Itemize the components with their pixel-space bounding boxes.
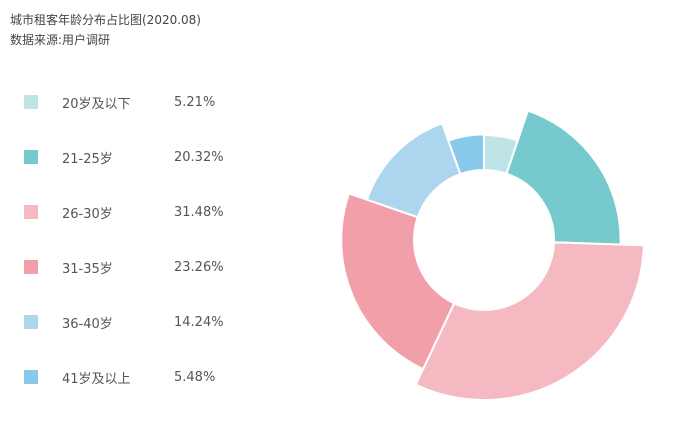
legend-value-1: 20.32% [174, 149, 224, 165]
chart-title: 城市租客年龄分布占比图(2020.08) [10, 13, 201, 27]
legend-swatch-3 [24, 260, 38, 274]
legend-value-4: 14.24% [174, 314, 224, 330]
legend-label-3: 31-35岁 [62, 261, 113, 277]
legend-label-2: 26-30岁 [62, 206, 113, 222]
donut-slice-4[interactable] [365, 122, 462, 219]
legend-swatch-5 [24, 370, 38, 384]
legend-item-2[interactable]: 26-30岁 31.48% [24, 202, 224, 222]
legend-item-4[interactable]: 36-40岁 14.24% [24, 312, 224, 332]
legend-swatch-0 [24, 95, 38, 109]
donut-slice-1[interactable] [505, 109, 622, 246]
legend-swatch-2 [24, 205, 38, 219]
legend-item-3[interactable]: 31-35岁 23.26% [24, 257, 224, 277]
legend-item-1[interactable]: 21-25岁 20.32% [24, 147, 224, 167]
donut-slice-3[interactable] [340, 192, 456, 371]
donut-slice-2[interactable] [414, 241, 645, 401]
chart-subtitle: 数据来源:用户调研 [10, 33, 111, 47]
legend-value-2: 31.48% [174, 204, 224, 220]
legend-swatch-1 [24, 150, 38, 164]
legend-item-0[interactable]: 20岁及以下 5.21% [24, 92, 215, 112]
legend-label-0: 20岁及以下 [62, 96, 131, 112]
donut-slice-5[interactable] [447, 133, 485, 176]
legend-item-5[interactable]: 41岁及以上 5.48% [24, 367, 215, 387]
legend-swatch-4 [24, 315, 38, 329]
legend-value-0: 5.21% [174, 94, 216, 110]
legend-value-5: 5.48% [174, 369, 216, 385]
legend-label-4: 36-40岁 [62, 316, 113, 332]
chart-header: 城市租客年龄分布占比图(2020.08) 数据来源:用户调研 [10, 10, 201, 50]
legend-label-1: 21-25岁 [62, 151, 113, 167]
legend-value-3: 23.26% [174, 259, 224, 275]
legend-label-5: 41岁及以上 [62, 371, 131, 387]
